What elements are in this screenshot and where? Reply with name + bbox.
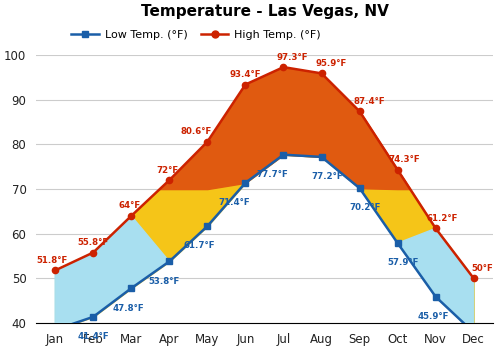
High Temp. (°F) [204,140,210,144]
Text: 64°F: 64°F [119,201,141,210]
Low Temp. (°F) [204,224,210,228]
Legend: Low Temp. (°F), High Temp. (°F): Low Temp. (°F), High Temp. (°F) [67,26,325,45]
High Temp. (°F) [90,250,96,254]
Text: 57.9°F: 57.9°F [388,258,419,267]
High Temp. (°F) [166,178,172,182]
Low Temp. (°F) [52,328,58,332]
Text: 77.7°F: 77.7°F [256,170,288,179]
Low Temp. (°F) [166,259,172,264]
High Temp. (°F) [280,65,286,69]
High Temp. (°F) [356,109,362,113]
Text: 53.8°F: 53.8°F [148,277,180,286]
Low Temp. (°F) [318,155,324,159]
Line: High Temp. (°F): High Temp. (°F) [52,64,477,281]
Text: 93.4°F: 93.4°F [230,70,261,79]
Text: 70.2°F: 70.2°F [350,203,381,212]
Title: Temperature - Las Vegas, NV: Temperature - Las Vegas, NV [140,4,388,19]
High Temp. (°F) [242,83,248,87]
Text: 37.9°F: 37.9°F [0,349,1,350]
Text: 61.2°F: 61.2°F [427,214,458,223]
High Temp. (°F) [128,214,134,218]
Text: 97.3°F: 97.3°F [276,52,308,62]
Low Temp. (°F) [90,315,96,319]
Text: 38.5°F: 38.5°F [0,349,1,350]
Text: 77.2°F: 77.2°F [312,172,343,181]
Text: 72°F: 72°F [157,166,179,175]
Low Temp. (°F) [432,295,438,299]
Text: 71.4°F: 71.4°F [218,198,250,207]
High Temp. (°F) [318,71,324,76]
Low Temp. (°F) [356,186,362,190]
Text: 80.6°F: 80.6°F [180,127,212,136]
High Temp. (°F) [394,168,400,172]
High Temp. (°F) [470,276,476,281]
Low Temp. (°F) [470,330,476,335]
Line: Low Temp. (°F): Low Temp. (°F) [52,152,477,336]
Text: 74.3°F: 74.3°F [389,155,420,164]
Text: 55.8°F: 55.8°F [78,238,109,247]
Text: 45.9°F: 45.9°F [417,312,448,321]
Text: 41.4°F: 41.4°F [78,332,109,341]
Text: 47.8°F: 47.8°F [112,303,144,313]
Low Temp. (°F) [242,181,248,185]
High Temp. (°F) [52,268,58,273]
Text: 61.7°F: 61.7°F [184,241,215,251]
Text: 87.4°F: 87.4°F [354,97,385,106]
Low Temp. (°F) [280,153,286,157]
Text: 51.8°F: 51.8°F [37,256,68,265]
Low Temp. (°F) [394,241,400,245]
Low Temp. (°F) [128,286,134,290]
Text: 50°F: 50°F [471,264,493,273]
High Temp. (°F) [432,226,438,231]
Text: 95.9°F: 95.9°F [316,59,347,68]
